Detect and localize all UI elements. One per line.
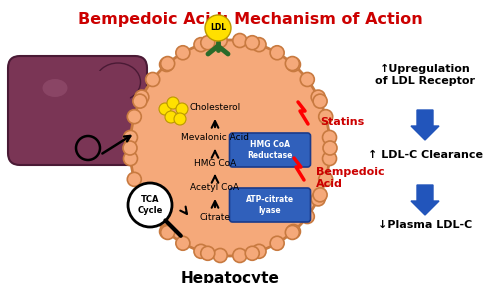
Ellipse shape bbox=[96, 63, 140, 101]
Ellipse shape bbox=[124, 130, 138, 144]
Circle shape bbox=[159, 103, 171, 115]
Text: TCA
Cycle: TCA Cycle bbox=[138, 195, 162, 215]
Ellipse shape bbox=[286, 57, 300, 72]
Ellipse shape bbox=[160, 57, 174, 70]
Ellipse shape bbox=[213, 248, 227, 262]
Ellipse shape bbox=[246, 36, 260, 50]
Ellipse shape bbox=[286, 57, 300, 70]
Circle shape bbox=[174, 113, 186, 125]
Ellipse shape bbox=[124, 152, 138, 166]
Circle shape bbox=[176, 103, 188, 115]
Ellipse shape bbox=[130, 40, 330, 256]
Ellipse shape bbox=[270, 236, 284, 250]
Text: ↑ LDL-C Clearance: ↑ LDL-C Clearance bbox=[368, 150, 482, 160]
Ellipse shape bbox=[160, 224, 173, 239]
Text: Bempedoic Acid: Mechanism of Action: Bempedoic Acid: Mechanism of Action bbox=[78, 12, 422, 27]
Ellipse shape bbox=[128, 172, 141, 186]
Ellipse shape bbox=[233, 248, 247, 262]
Ellipse shape bbox=[318, 110, 332, 124]
Ellipse shape bbox=[194, 244, 208, 258]
Ellipse shape bbox=[128, 110, 141, 124]
Ellipse shape bbox=[252, 244, 266, 258]
FancyArrow shape bbox=[411, 110, 439, 140]
Circle shape bbox=[165, 111, 177, 123]
Text: ↑Upregulation
of LDL Receptor: ↑Upregulation of LDL Receptor bbox=[375, 64, 475, 86]
Text: ATP-citrate
lyase: ATP-citrate lyase bbox=[246, 195, 294, 215]
Circle shape bbox=[128, 183, 172, 227]
Ellipse shape bbox=[252, 38, 266, 52]
Ellipse shape bbox=[42, 79, 68, 97]
Ellipse shape bbox=[146, 72, 160, 87]
Ellipse shape bbox=[311, 90, 325, 104]
Text: Cholesterol: Cholesterol bbox=[190, 104, 240, 113]
Ellipse shape bbox=[133, 188, 147, 202]
Text: HMG CoA
Reductase: HMG CoA Reductase bbox=[248, 140, 292, 160]
Ellipse shape bbox=[286, 224, 300, 239]
Ellipse shape bbox=[286, 226, 300, 239]
Ellipse shape bbox=[133, 94, 147, 108]
FancyBboxPatch shape bbox=[8, 56, 147, 165]
Ellipse shape bbox=[311, 192, 325, 206]
Ellipse shape bbox=[322, 130, 336, 144]
Ellipse shape bbox=[313, 94, 327, 108]
Ellipse shape bbox=[160, 57, 173, 72]
Ellipse shape bbox=[176, 236, 190, 250]
Ellipse shape bbox=[200, 246, 214, 260]
FancyBboxPatch shape bbox=[230, 133, 310, 167]
Ellipse shape bbox=[323, 141, 337, 155]
Ellipse shape bbox=[233, 33, 247, 48]
Ellipse shape bbox=[194, 38, 208, 52]
Text: Citrate: Citrate bbox=[200, 213, 230, 222]
Ellipse shape bbox=[318, 172, 332, 186]
Ellipse shape bbox=[300, 72, 314, 87]
Text: Acetyl CoA: Acetyl CoA bbox=[190, 183, 240, 192]
Ellipse shape bbox=[322, 152, 336, 166]
Text: Mevalonic Acid: Mevalonic Acid bbox=[181, 134, 249, 143]
Ellipse shape bbox=[246, 246, 260, 260]
Ellipse shape bbox=[200, 36, 214, 50]
Circle shape bbox=[167, 97, 179, 109]
Ellipse shape bbox=[213, 33, 227, 48]
Text: Statins: Statins bbox=[320, 117, 364, 127]
Ellipse shape bbox=[270, 46, 284, 60]
Ellipse shape bbox=[300, 209, 314, 224]
Ellipse shape bbox=[135, 90, 149, 104]
Text: ↓Plasma LDL-C: ↓Plasma LDL-C bbox=[378, 220, 472, 230]
Ellipse shape bbox=[50, 70, 130, 130]
Text: Bempedoic
Acid: Bempedoic Acid bbox=[316, 167, 384, 189]
FancyBboxPatch shape bbox=[230, 188, 310, 222]
Ellipse shape bbox=[160, 226, 174, 239]
FancyArrow shape bbox=[411, 185, 439, 215]
Text: LDL: LDL bbox=[210, 23, 226, 33]
Ellipse shape bbox=[176, 46, 190, 60]
Text: Hepatocyte: Hepatocyte bbox=[180, 271, 280, 283]
Ellipse shape bbox=[123, 141, 137, 155]
Ellipse shape bbox=[313, 188, 327, 202]
Circle shape bbox=[205, 15, 231, 41]
Text: HMG CoA: HMG CoA bbox=[194, 158, 236, 168]
Ellipse shape bbox=[135, 192, 149, 206]
Ellipse shape bbox=[146, 209, 160, 224]
